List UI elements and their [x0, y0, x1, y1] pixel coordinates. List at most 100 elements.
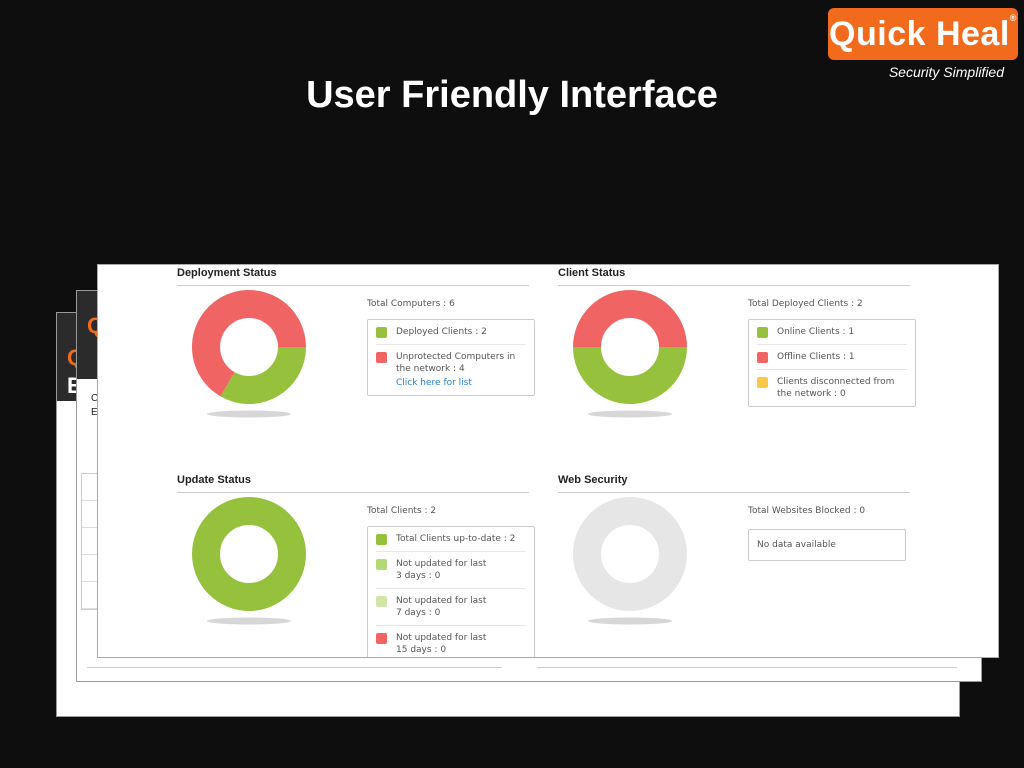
donut-segment [192, 290, 306, 397]
legend-item-not-updated-7-days: Not updated for last 7 days : 0 [376, 589, 526, 626]
back2-fragment-c: C [91, 393, 99, 404]
donut-segment [573, 290, 687, 348]
legend-item-online-clients: Online Clients : 1 [757, 320, 907, 345]
legend-value: 2 [509, 534, 516, 544]
update-legend: Total Clients up-to-date : 2 Not updated… [367, 526, 535, 657]
legend-item-up-to-date: Total Clients up-to-date : 2 [376, 527, 526, 552]
legend-text: Total Clients up-to-date : 2 [396, 533, 515, 545]
web-total-value: 0 [859, 506, 866, 516]
dashboard-window: Deployment Status Total Computers : 6 De… [97, 264, 999, 658]
pale-green-swatch [376, 596, 387, 607]
client-total-value: 2 [857, 299, 863, 309]
client-legend: Online Clients : 1 Offline Clients : 1 C… [748, 319, 916, 407]
logo-text: Quick Heal [829, 15, 1010, 53]
legend-value: 0 [839, 389, 846, 399]
update-status-title: Update Status [177, 474, 529, 493]
legend-label: Not updated for last 3 days : [396, 559, 487, 581]
green-swatch [757, 327, 768, 338]
click-here-for-list-link[interactable]: Click here for list [396, 378, 472, 388]
back2-divider [87, 667, 502, 668]
web-security-donut-chart [573, 497, 687, 625]
deployment-total: Total Computers : 6 [367, 299, 455, 309]
legend-item-not-updated-15-days: Not updated for last 15 days : 0 [376, 626, 526, 657]
legend-item-unprotected: Unprotected Computers in the network : 4… [376, 345, 526, 395]
legend-value: 0 [434, 571, 441, 581]
deployment-total-value: 6 [449, 299, 455, 309]
web-nodata-box: No data available [748, 529, 906, 561]
green-swatch [376, 534, 387, 545]
legend-label: Online Clients : [777, 327, 846, 337]
legend-text: Clients disconnected from the network : … [777, 376, 897, 400]
back2-row [82, 555, 98, 582]
legend-label: Clients disconnected from the network : [777, 377, 895, 399]
legend-label: Total Clients up-to-date : [396, 534, 507, 544]
back2-row [82, 528, 98, 555]
web-total-label: Total Websites Blocked : [748, 506, 857, 516]
legend-item-offline-clients: Offline Clients : 1 [757, 345, 907, 370]
update-status-panel: Update Status Total Clients : 2 Total Cl… [177, 474, 535, 657]
legend-text: Not updated for last 3 days : 0 [396, 558, 491, 582]
light-green-swatch [376, 559, 387, 570]
update-total: Total Clients : 2 [367, 506, 436, 516]
update-total-value: 2 [430, 506, 437, 516]
legend-item-disconnected-clients: Clients disconnected from the network : … [757, 370, 907, 406]
red-swatch [376, 352, 387, 363]
logo-badge: Quick Heal® [828, 8, 1018, 60]
deployment-legend: Deployed Clients : 2 Unprotected Compute… [367, 319, 535, 396]
donut-shadow [588, 617, 672, 625]
update-total-label: Total Clients : [367, 506, 428, 516]
legend-text: Online Clients : 1 [777, 326, 854, 338]
yellow-swatch [757, 377, 768, 388]
legend-label: Offline Clients : [777, 352, 847, 362]
no-data-message: No data available [757, 540, 836, 550]
legend-text: Not updated for last 15 days : 0 [396, 632, 491, 656]
legend-text: Not updated for last 7 days : 0 [396, 595, 491, 619]
legend-value: 1 [848, 352, 855, 362]
legend-value: 0 [440, 645, 447, 655]
client-total-label: Total Deployed Clients : [748, 299, 855, 309]
deployment-donut-chart [192, 290, 306, 418]
deployment-total-label: Total Computers : [367, 299, 447, 309]
back2-row [82, 501, 98, 528]
legend-item-not-updated-3-days: Not updated for last 3 days : 0 [376, 552, 526, 589]
legend-label: Not updated for last 15 days : [396, 633, 487, 655]
slide-title: User Friendly Interface [306, 74, 718, 116]
deployment-status-title: Deployment Status [177, 267, 529, 286]
donut-segment [573, 346, 687, 404]
legend-text: Deployed Clients : 2 [396, 326, 487, 338]
client-donut-chart [573, 290, 687, 418]
back2-row [82, 582, 98, 609]
donut-segment [192, 497, 306, 611]
legend-value: 1 [848, 327, 855, 337]
back2-row [82, 474, 98, 501]
update-donut-chart [192, 497, 306, 625]
legend-item-deployed-clients: Deployed Clients : 2 [376, 320, 526, 345]
client-status-title: Client Status [558, 267, 910, 286]
donut-shadow [588, 410, 672, 418]
deployment-status-panel: Deployment Status Total Computers : 6 De… [177, 267, 535, 418]
client-status-panel: Client Status Total Deployed Clients : 2… [558, 267, 916, 418]
legend-value: 2 [481, 327, 487, 337]
legend-text: Unprotected Computers in the network : 4 [396, 351, 516, 375]
legend-label: Deployed Clients : [396, 327, 479, 337]
donut-segment [220, 346, 306, 404]
back2-divider [537, 667, 957, 668]
legend-label: Not updated for last 7 days : [396, 596, 487, 618]
tagline: Security Simplified [888, 64, 1004, 80]
red-swatch [757, 352, 768, 363]
legend-value: 4 [458, 364, 465, 374]
brand-logo: Quick Heal® Security Simplified [828, 8, 1018, 80]
client-total: Total Deployed Clients : 2 [748, 299, 863, 309]
web-security-panel: Web Security Total Websites Blocked : 0 … [558, 474, 910, 625]
trademark-mark: ® [1009, 13, 1017, 23]
web-security-title: Web Security [558, 474, 910, 493]
legend-label: Unprotected Computers in the network : [396, 352, 516, 374]
legend-value: 0 [434, 608, 441, 618]
green-swatch [376, 327, 387, 338]
legend-text: Offline Clients : 1 [777, 351, 855, 363]
web-total: Total Websites Blocked : 0 [748, 506, 865, 516]
donut-shadow [207, 410, 291, 418]
donut-empty-ring [573, 497, 687, 611]
donut-shadow [207, 617, 291, 625]
red-swatch [376, 633, 387, 644]
